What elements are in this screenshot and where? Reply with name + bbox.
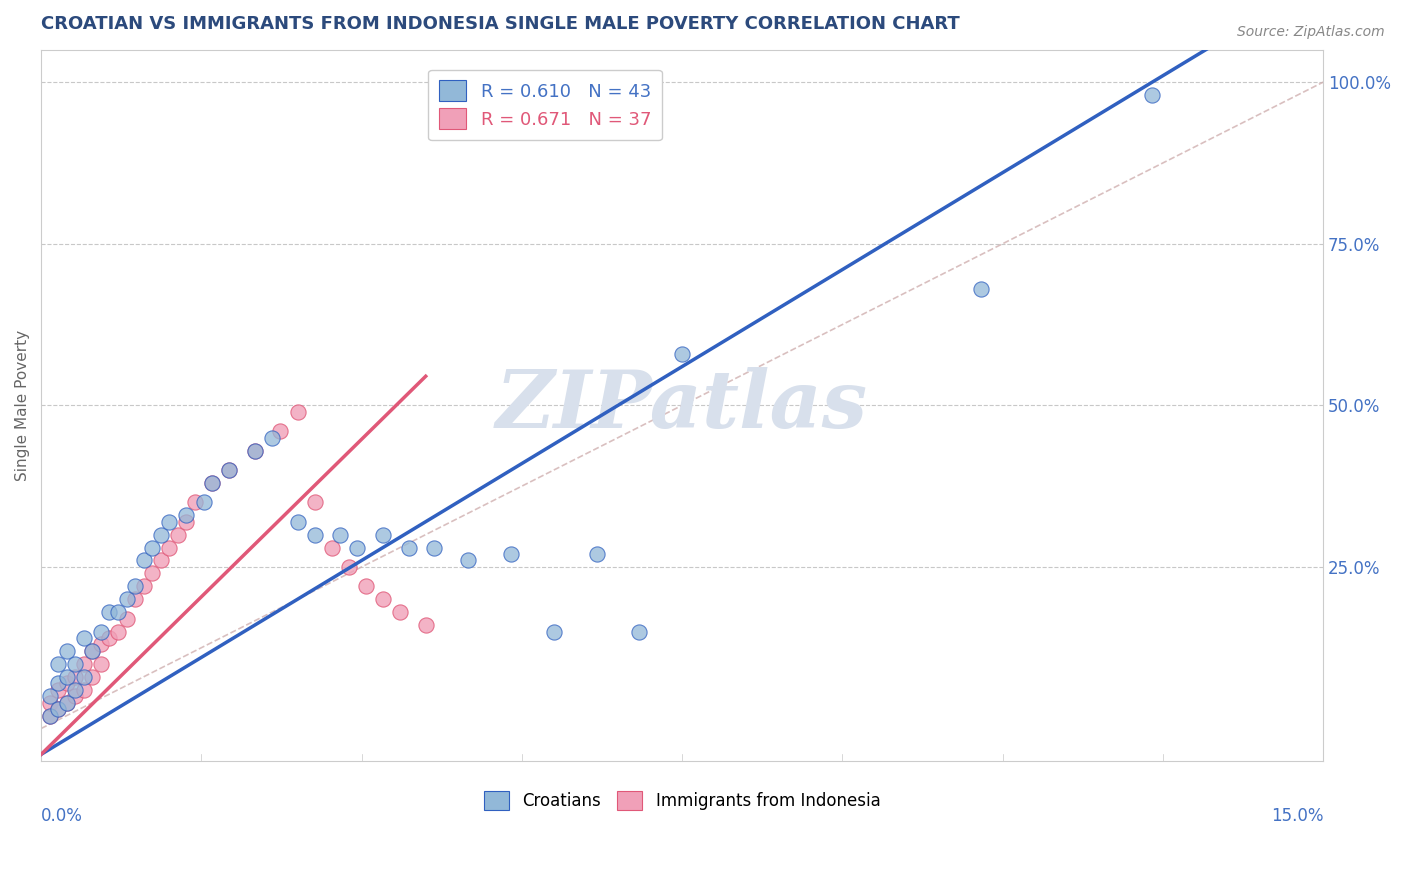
Immigrants from Indonesia	[321, 541, 343, 555]
Immigrants from Indonesia	[98, 631, 121, 645]
Croatians	[501, 547, 523, 561]
Immigrants from Indonesia	[73, 657, 96, 671]
Croatians	[398, 541, 420, 555]
Immigrants from Indonesia	[371, 592, 394, 607]
Immigrants from Indonesia	[38, 708, 60, 723]
Croatians	[970, 282, 993, 296]
Croatians	[149, 527, 172, 541]
Croatians	[55, 696, 77, 710]
Immigrants from Indonesia	[354, 579, 377, 593]
Croatians	[55, 670, 77, 684]
Immigrants from Indonesia	[65, 689, 87, 703]
Croatians	[260, 431, 283, 445]
Immigrants from Indonesia	[201, 475, 224, 490]
Immigrants from Indonesia	[46, 702, 69, 716]
Croatians	[671, 346, 693, 360]
Croatians	[304, 527, 326, 541]
Croatians	[243, 443, 266, 458]
Immigrants from Indonesia	[90, 657, 112, 671]
Immigrants from Indonesia	[82, 644, 104, 658]
Immigrants from Indonesia	[157, 541, 180, 555]
Immigrants from Indonesia	[184, 495, 207, 509]
Immigrants from Indonesia	[167, 527, 190, 541]
Croatians	[1140, 88, 1163, 103]
Text: CROATIAN VS IMMIGRANTS FROM INDONESIA SINGLE MALE POVERTY CORRELATION CHART: CROATIAN VS IMMIGRANTS FROM INDONESIA SI…	[41, 15, 960, 33]
Text: ZIPatlas: ZIPatlas	[496, 367, 868, 444]
Croatians	[628, 624, 651, 639]
Croatians	[82, 644, 104, 658]
Immigrants from Indonesia	[132, 579, 155, 593]
Immigrants from Indonesia	[46, 682, 69, 697]
Croatians	[157, 515, 180, 529]
Croatians	[141, 541, 163, 555]
Immigrants from Indonesia	[55, 676, 77, 690]
Croatians	[46, 702, 69, 716]
Y-axis label: Single Male Poverty: Single Male Poverty	[15, 330, 30, 481]
Immigrants from Indonesia	[141, 566, 163, 581]
Text: 0.0%: 0.0%	[41, 807, 83, 825]
Croatians	[46, 676, 69, 690]
Croatians	[423, 541, 446, 555]
Immigrants from Indonesia	[176, 515, 198, 529]
Immigrants from Indonesia	[115, 612, 138, 626]
Immigrants from Indonesia	[243, 443, 266, 458]
Text: Source: ZipAtlas.com: Source: ZipAtlas.com	[1237, 25, 1385, 39]
Immigrants from Indonesia	[218, 463, 240, 477]
Immigrants from Indonesia	[124, 592, 146, 607]
Croatians	[65, 657, 87, 671]
Croatians	[329, 527, 352, 541]
Croatians	[371, 527, 394, 541]
Immigrants from Indonesia	[90, 638, 112, 652]
Immigrants from Indonesia	[65, 670, 87, 684]
Text: 15.0%: 15.0%	[1271, 807, 1323, 825]
Immigrants from Indonesia	[73, 682, 96, 697]
Croatians	[585, 547, 607, 561]
Croatians	[55, 644, 77, 658]
Croatians	[218, 463, 240, 477]
Immigrants from Indonesia	[337, 560, 360, 574]
Croatians	[73, 670, 96, 684]
Croatians	[115, 592, 138, 607]
Croatians	[457, 553, 479, 567]
Croatians	[90, 624, 112, 639]
Croatians	[132, 553, 155, 567]
Immigrants from Indonesia	[38, 696, 60, 710]
Immigrants from Indonesia	[269, 424, 291, 438]
Croatians	[201, 475, 224, 490]
Legend: Croatians, Immigrants from Indonesia: Croatians, Immigrants from Indonesia	[477, 784, 887, 816]
Immigrants from Indonesia	[304, 495, 326, 509]
Croatians	[543, 624, 565, 639]
Immigrants from Indonesia	[82, 670, 104, 684]
Croatians	[124, 579, 146, 593]
Immigrants from Indonesia	[389, 605, 412, 619]
Croatians	[73, 631, 96, 645]
Croatians	[176, 508, 198, 523]
Croatians	[38, 689, 60, 703]
Immigrants from Indonesia	[107, 624, 129, 639]
Croatians	[65, 682, 87, 697]
Immigrants from Indonesia	[55, 696, 77, 710]
Croatians	[38, 708, 60, 723]
Croatians	[193, 495, 215, 509]
Immigrants from Indonesia	[287, 405, 309, 419]
Immigrants from Indonesia	[149, 553, 172, 567]
Croatians	[107, 605, 129, 619]
Immigrants from Indonesia	[415, 618, 437, 632]
Croatians	[346, 541, 368, 555]
Croatians	[98, 605, 121, 619]
Croatians	[287, 515, 309, 529]
Croatians	[46, 657, 69, 671]
